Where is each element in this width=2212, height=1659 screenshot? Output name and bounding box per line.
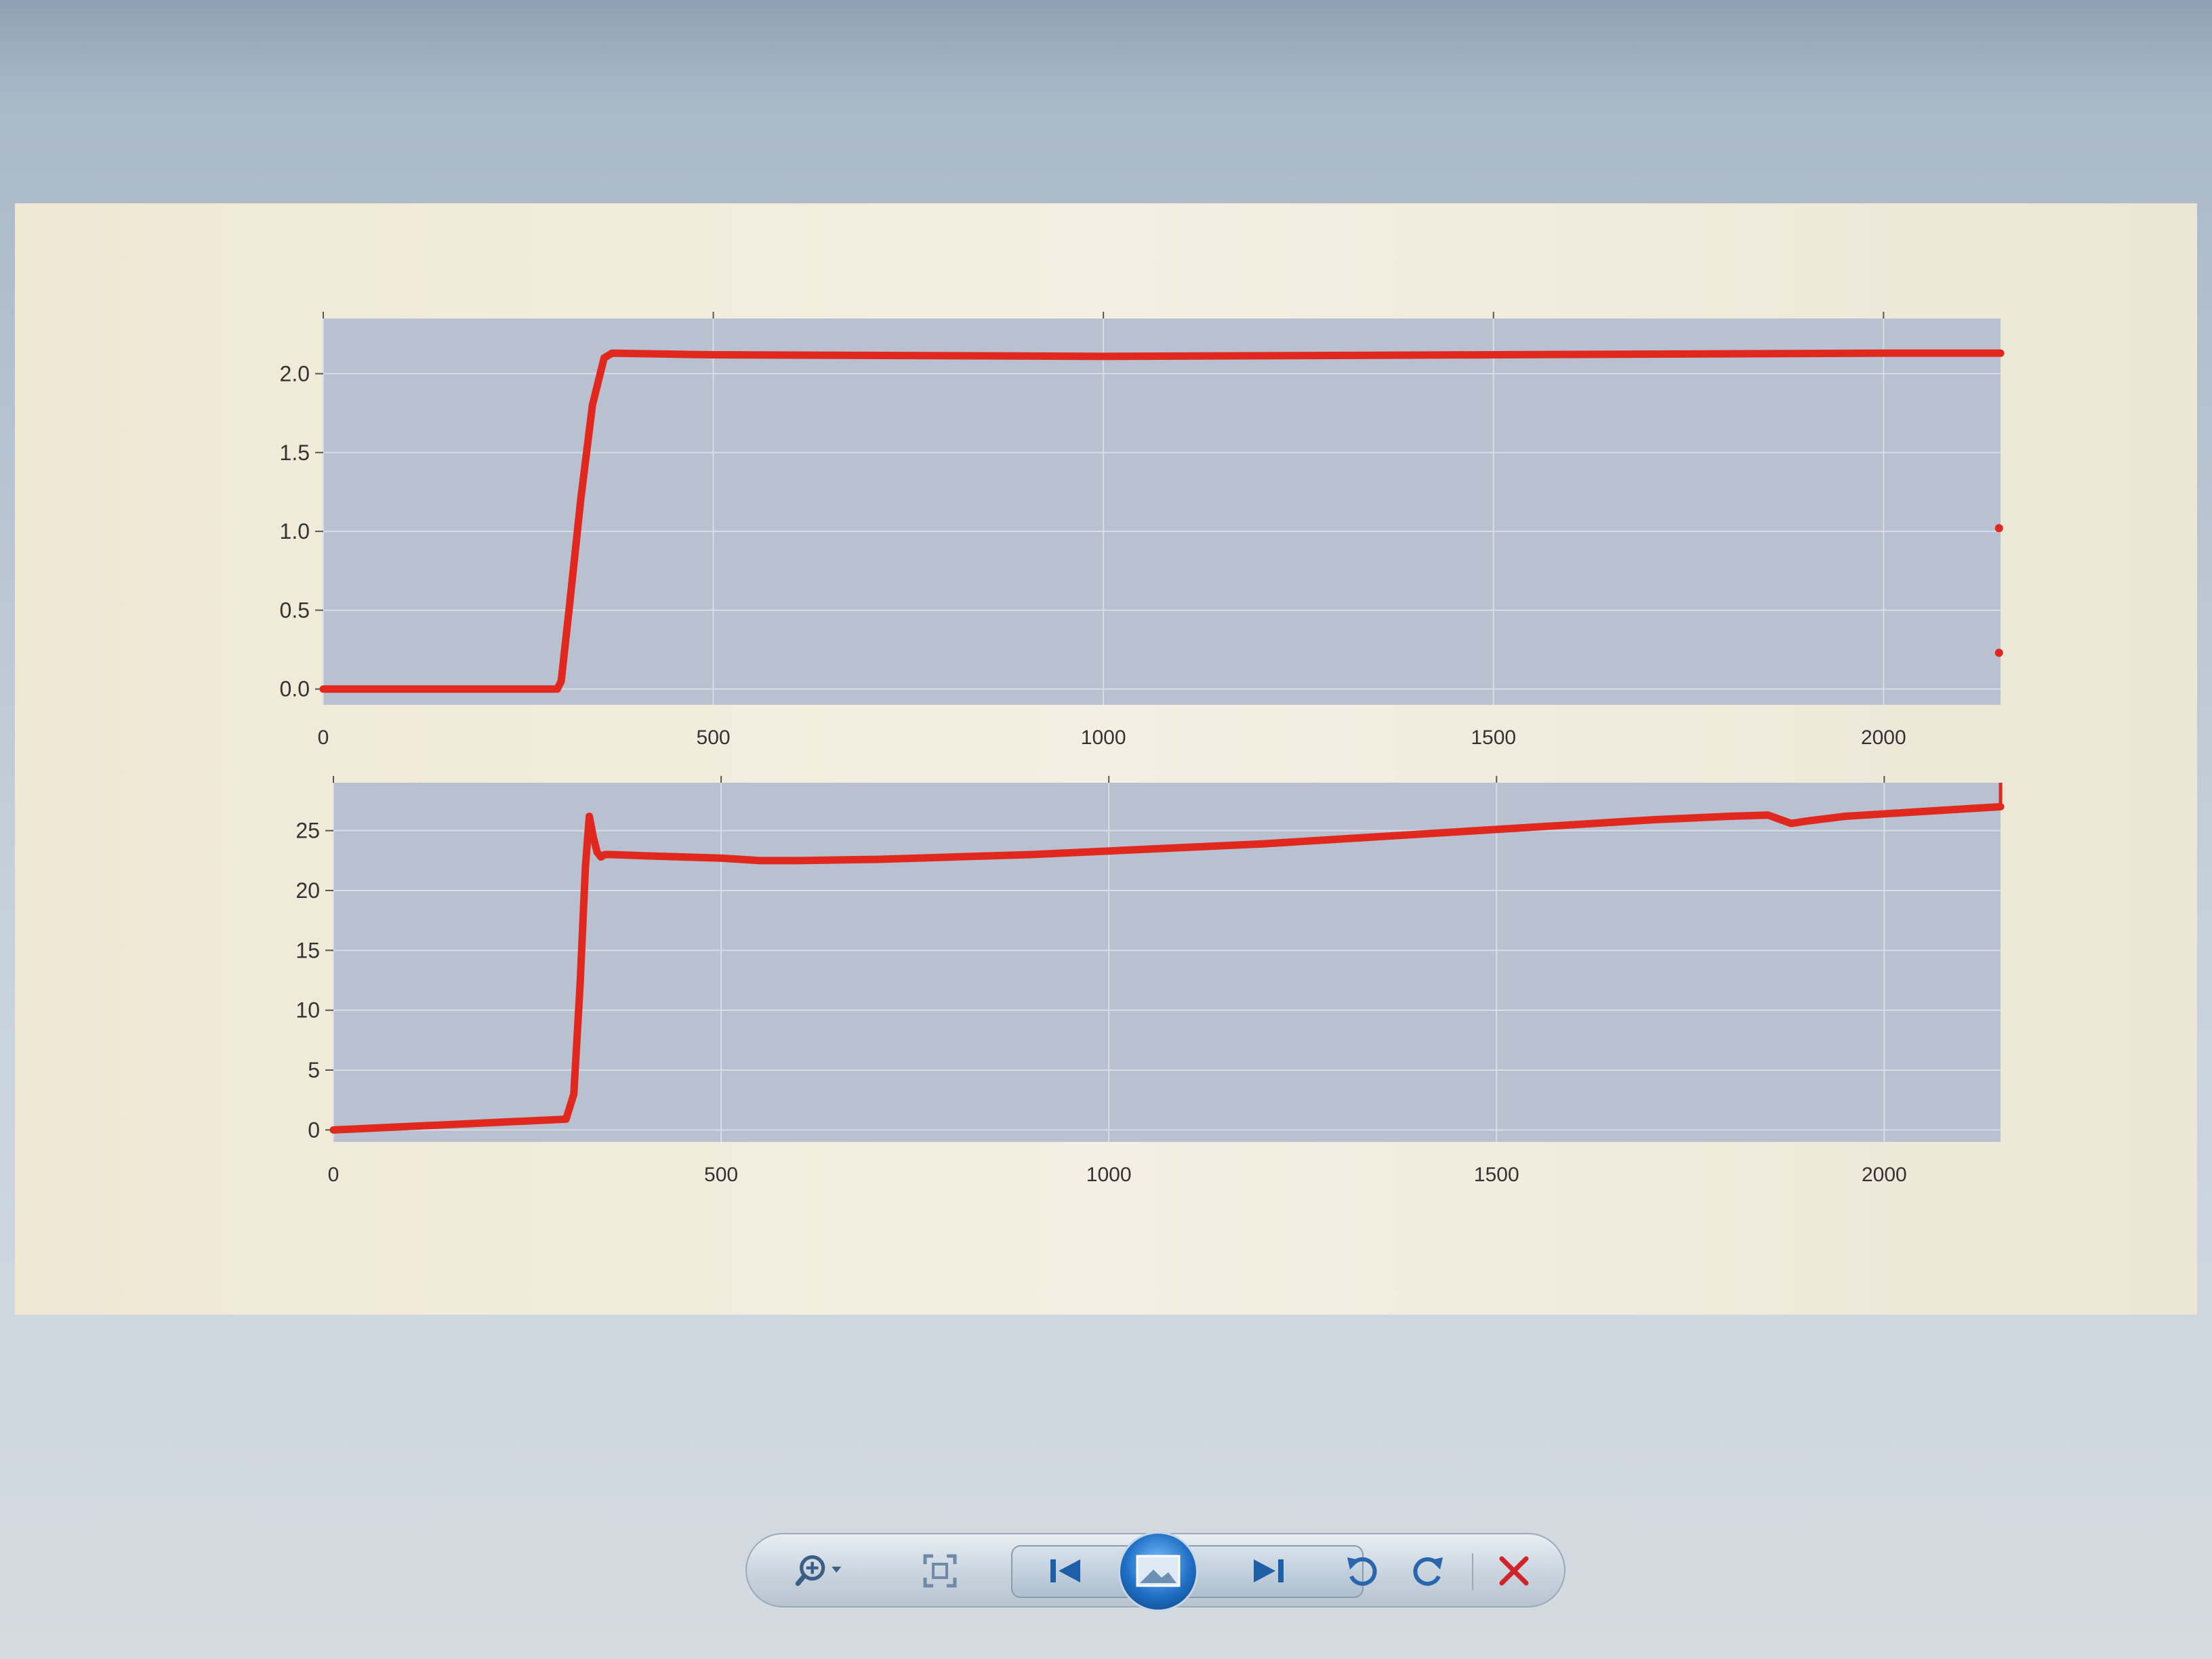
rotate-counterclockwise-button[interactable]	[1335, 1547, 1389, 1595]
rotate-clockwise-icon	[1413, 1557, 1443, 1586]
x-tick-label: 2000	[1862, 1164, 1907, 1186]
rotate-counterclockwise-icon	[1347, 1557, 1377, 1586]
x-tick-label: 0	[328, 1164, 340, 1186]
y-tick-label: 5	[308, 1058, 320, 1082]
y-tick-label: 1.5	[280, 441, 310, 465]
x-tick-label: 1500	[1471, 726, 1516, 745]
series-line	[319, 349, 2005, 693]
y-tick-label: 0.0	[280, 677, 310, 701]
data-point	[1994, 524, 2003, 533]
plot-area	[323, 319, 2001, 705]
next-icon	[1254, 1559, 1284, 1582]
toolbar-separator	[1472, 1553, 1473, 1590]
y-tick-label: 10	[295, 998, 320, 1023]
x-tick-label: 2000	[1861, 726, 1906, 745]
x-tick-label: 0	[318, 726, 329, 745]
x-tick-label: 500	[697, 726, 731, 745]
y-tick-label: 2.0	[280, 361, 310, 386]
y-tick-label: 0	[308, 1118, 320, 1142]
x-tick-label: 1500	[1474, 1164, 1519, 1186]
y-tick-label: 25	[295, 819, 320, 843]
actual-size-button[interactable]	[913, 1547, 967, 1595]
previous-button[interactable]	[1038, 1547, 1092, 1595]
series-line	[329, 802, 2005, 1134]
previous-icon	[1050, 1559, 1080, 1582]
slideshow-button[interactable]	[1118, 1532, 1198, 1612]
zoom-button[interactable]	[794, 1547, 848, 1595]
y-tick-label: 20	[295, 878, 320, 903]
delete-button[interactable]	[1487, 1547, 1541, 1595]
chart-top: 0 500 1000 1500 2000 0.0 0.5 1.0 1.5 2.0	[280, 312, 2005, 745]
delete-icon	[1499, 1556, 1529, 1586]
next-button[interactable]	[1242, 1547, 1296, 1595]
chart-bottom: 0 500 1000 1500 2000 0 5 10 15 20 25	[295, 776, 2005, 1186]
slideshow-icon	[1136, 1555, 1181, 1587]
actual-size-icon	[923, 1554, 957, 1588]
zoom-icon	[795, 1555, 842, 1586]
y-tick-label: 15	[295, 938, 320, 962]
y-tick-label: 0.5	[280, 598, 310, 622]
image-canvas: 0 500 1000 1500 2000 0.0 0.5 1.0 1.5 2.0 0 500 1000…	[15, 203, 2197, 1315]
x-tick-label: 1000	[1081, 726, 1126, 745]
viewer-toolbar	[745, 1532, 1565, 1612]
data-point	[1994, 649, 2003, 657]
x-tick-label: 1000	[1086, 1164, 1132, 1186]
plot-area	[333, 783, 2001, 1142]
rotate-clockwise-button[interactable]	[1401, 1547, 1455, 1595]
y-tick-label: 1.0	[280, 519, 310, 544]
x-tick-label: 500	[704, 1164, 738, 1186]
